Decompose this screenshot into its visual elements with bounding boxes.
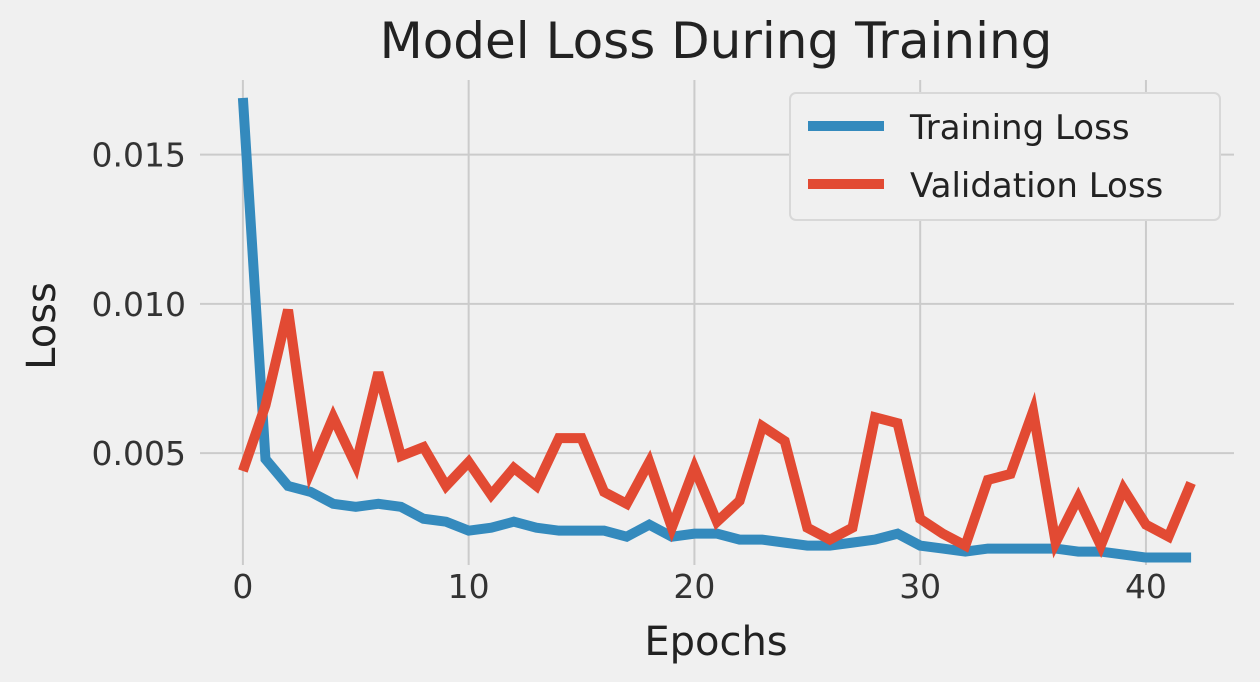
legend-box [789, 92, 1221, 221]
y-axis-label: Loss [19, 282, 65, 370]
series-layer [237, 97, 1196, 563]
y-tick-label: 0.015 [92, 136, 186, 175]
x-tick-label: 10 [448, 567, 490, 606]
tick-layer: 0 10 20 30 40 0.005 0.010 0.015 [92, 136, 1167, 606]
x-axis-label: Epochs [644, 619, 787, 665]
y-tick-label: 0.005 [92, 434, 186, 473]
chart-title: Model Loss During Training [380, 12, 1053, 70]
series-line-validation-loss [238, 308, 1196, 559]
x-tick-label: 20 [673, 567, 715, 606]
legend: Training Loss Validation Loss [789, 92, 1221, 221]
x-tick-label: 40 [1125, 567, 1167, 606]
legend-label-training-loss: Training Loss [909, 108, 1130, 148]
y-tick-label: 0.010 [92, 285, 186, 324]
series-line-training-loss [237, 97, 1192, 563]
x-tick-label: 0 [232, 567, 253, 606]
legend-label-validation-loss: Validation Loss [910, 166, 1163, 206]
x-tick-label: 30 [899, 567, 941, 606]
